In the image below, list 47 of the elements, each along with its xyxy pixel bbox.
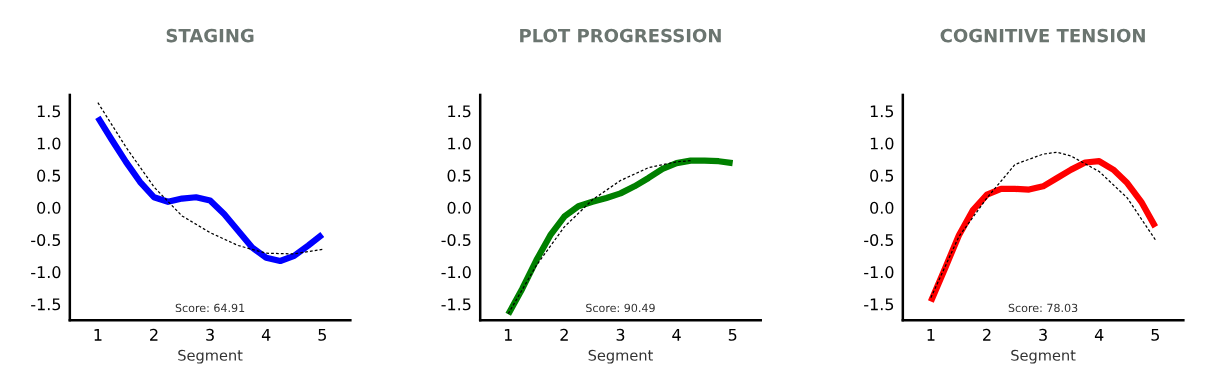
annotation: Score: 78.03: [1008, 303, 1078, 313]
x-axis-title: Segment: [588, 349, 653, 364]
x-tick-label: 5: [728, 328, 737, 341]
x-tick-label: 4: [672, 328, 681, 341]
x-tick-label: 2: [150, 328, 158, 341]
annotation: Score: 90.49: [586, 303, 655, 313]
y-tick-label: -0.5: [31, 233, 61, 247]
y-tick-label: 0.5: [870, 169, 894, 182]
y-tick-label: -1.5: [31, 298, 61, 311]
x-tick-label: 3: [1039, 328, 1047, 341]
y-tick-label: -1.0: [441, 266, 471, 279]
chart-title: STAGING: [166, 28, 254, 43]
line-series: [507, 159, 692, 315]
y-tick-label: 0.5: [447, 169, 471, 182]
y-tick-label: 0.0: [37, 201, 61, 214]
y-tick-label: 0.0: [870, 201, 894, 214]
chart-title: COGNITIVE TENSION: [940, 28, 1145, 43]
y-tick-label: 1.0: [37, 137, 61, 150]
line-series: [97, 102, 323, 255]
y-tick-label: -0.5: [864, 233, 894, 247]
y-tick-label: 0.0: [447, 201, 471, 214]
y-tick-label: -1.0: [31, 266, 61, 279]
y-tick-label: 1.5: [870, 105, 894, 118]
y-tick-label: 1.5: [37, 105, 61, 118]
y-tick-label: 1.5: [448, 105, 471, 118]
y-tick-label: -1.0: [864, 266, 894, 279]
x-tick-label: 4: [261, 328, 271, 341]
y-tick-label: -1.5: [441, 298, 471, 311]
x-axis-title: Segment: [178, 349, 243, 364]
x-tick-label: 3: [616, 328, 625, 341]
x-tick-label: 1: [504, 328, 512, 341]
x-tick-label: 2: [983, 328, 991, 341]
x-tick-label: 5: [1151, 328, 1159, 341]
x-tick-label: 2: [560, 328, 568, 341]
x-tick-label: 1: [927, 328, 935, 341]
x-tick-label: 4: [1094, 328, 1104, 341]
y-tick-label: -0.5: [441, 233, 471, 247]
x-tick-label: 3: [206, 328, 214, 341]
y-tick-label: 0.5: [37, 169, 61, 182]
x-tick-label: 5: [318, 328, 326, 341]
y-tick-label: 1.0: [870, 137, 894, 150]
x-axis-title: Segment: [1011, 349, 1076, 364]
x-tick-label: 1: [94, 328, 102, 341]
y-tick-label: -1.5: [864, 298, 894, 311]
chart-title: PLOT PROGRESSION: [520, 28, 721, 43]
y-tick-label: 1.0: [448, 137, 471, 150]
annotation: Score: 64.91: [175, 303, 245, 313]
